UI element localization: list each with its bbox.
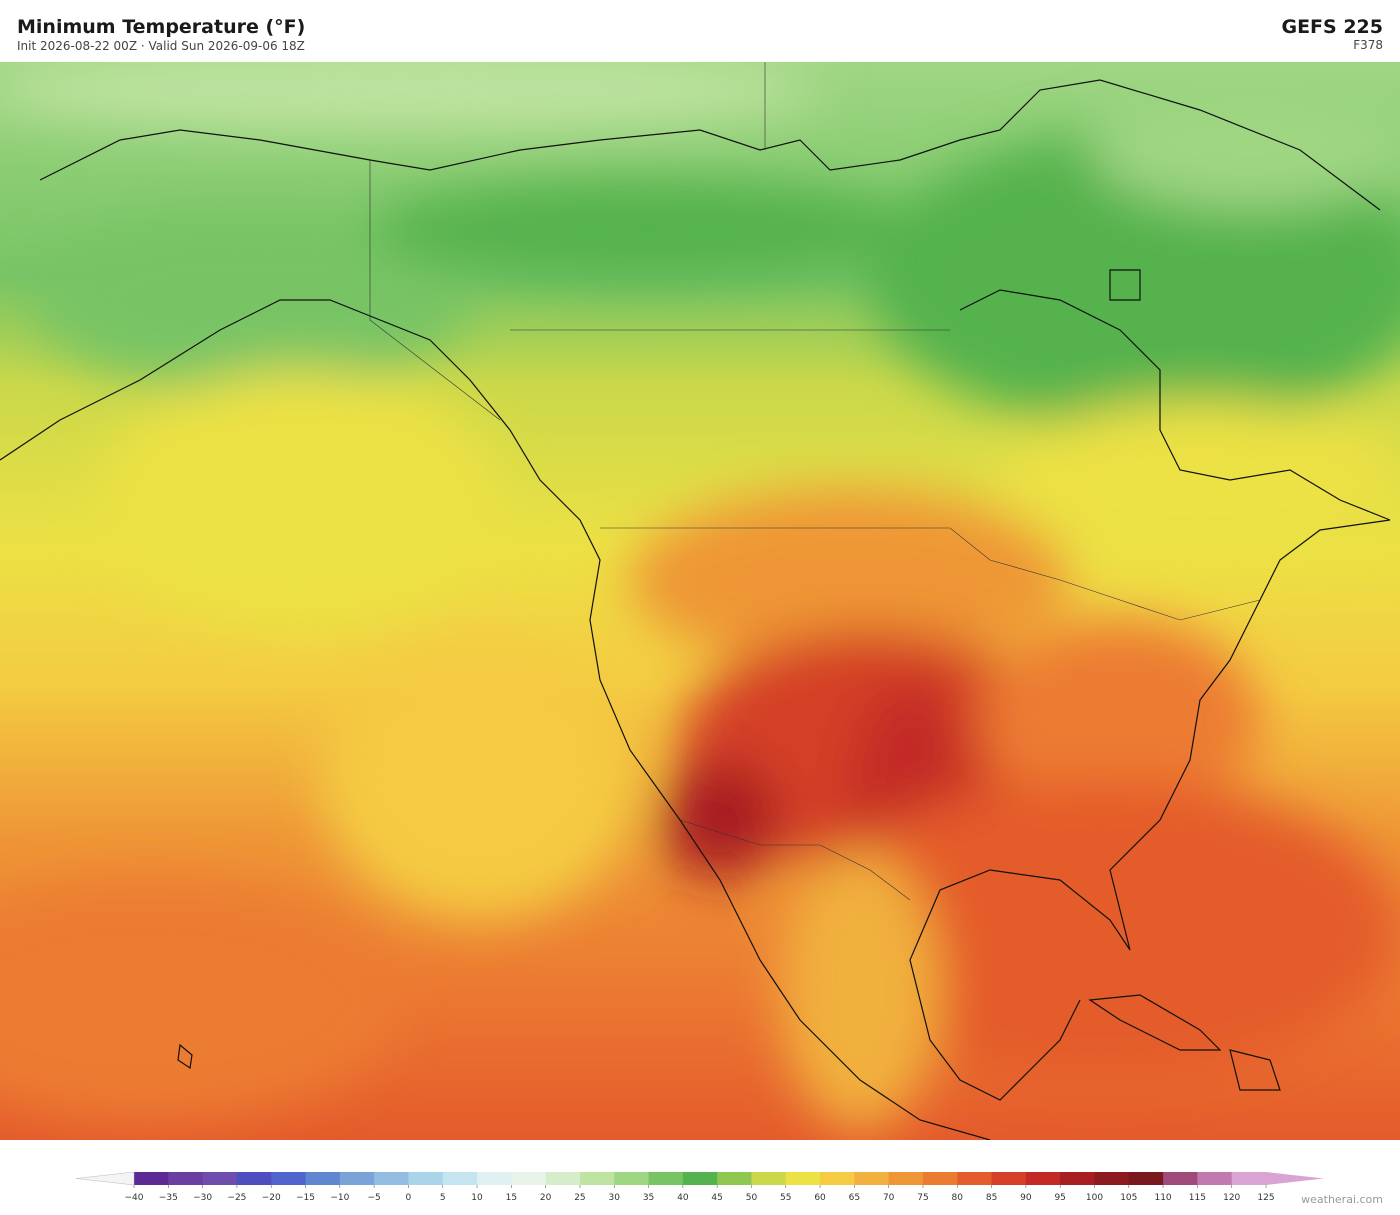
colorbar-tick-label: −20 (262, 1193, 281, 1203)
colorbar-segment (134, 1172, 169, 1185)
colorbar-tick-label: 0 (406, 1193, 412, 1203)
colorbar-segment (957, 1172, 993, 1185)
colorbar-segment (1094, 1172, 1130, 1185)
colorbar-segment (374, 1172, 409, 1185)
colorbar-segment (1163, 1172, 1198, 1185)
colorbar-segment (442, 1172, 478, 1185)
credit: weatherai.com (1301, 1193, 1383, 1206)
model-label: GEFS 225 (1281, 16, 1383, 38)
colorbar-tick-label: 30 (609, 1193, 621, 1203)
colorbar-segment (785, 1172, 821, 1185)
colorbar-segment (202, 1172, 238, 1185)
colorbar-tick-label: 50 (746, 1193, 758, 1203)
colorbar-segment (922, 1172, 958, 1185)
colorbar-tick-label: 35 (643, 1193, 654, 1203)
colorbar-tick-label: 85 (986, 1193, 997, 1203)
colorbar-tick-label: 80 (952, 1193, 964, 1203)
colorbar-segment (477, 1172, 512, 1185)
colorbar-tick-label: 40 (677, 1193, 689, 1203)
colorbar-segment (339, 1172, 375, 1185)
colorbar-tick-label: 95 (1054, 1193, 1065, 1203)
colorbar-tick-label: 45 (711, 1193, 722, 1203)
colorbar-segment (236, 1172, 272, 1185)
colorbar-tick-label: −10 (330, 1193, 349, 1203)
colorbar-tick-label: 60 (814, 1193, 826, 1203)
colorbar-segment (579, 1172, 615, 1185)
map-subtitle: Init 2026-08-22 00Z · Valid Sun 2026-09-… (17, 39, 305, 53)
colorbar-tick-label: 70 (883, 1193, 895, 1203)
colorbar-segment (1025, 1172, 1061, 1185)
colorbar-segment (717, 1172, 752, 1185)
colorbar-tick-label: 15 (506, 1193, 517, 1203)
colorbar-segment (1128, 1172, 1164, 1185)
colorbar-segment (545, 1172, 581, 1185)
colorbar-tick-label: 100 (1086, 1193, 1103, 1203)
colorbar-tick-label: 55 (780, 1193, 791, 1203)
colorbar-tick-label: 20 (540, 1193, 552, 1203)
colorbar-segment (1060, 1172, 1095, 1185)
colorbar-tick-label: 110 (1154, 1193, 1171, 1203)
colorbar-tick-label: 105 (1120, 1193, 1137, 1203)
colorbar-tick-label: 5 (440, 1193, 446, 1203)
colorbar-segment (751, 1172, 787, 1185)
colorbar-tick-label: −30 (193, 1193, 212, 1203)
map-title: Minimum Temperature (°F) (17, 16, 306, 38)
borders (369, 62, 1261, 901)
colorbar-segment (820, 1172, 855, 1185)
colorbar-segment (1231, 1172, 1267, 1185)
colorbar-segment (305, 1172, 341, 1185)
colorbar-tick-label: 10 (471, 1193, 483, 1203)
colorbar-tick-label: −35 (159, 1193, 178, 1203)
colorbar-segment (271, 1172, 307, 1185)
colorbar-tick-label: 65 (849, 1193, 860, 1203)
colorbar-segment (854, 1172, 890, 1185)
colorbar-segment (168, 1172, 204, 1185)
colorbar-segment (408, 1172, 444, 1185)
colorbar-tick-label: −25 (227, 1193, 246, 1203)
colorbar-tick-label: −5 (367, 1193, 380, 1203)
forecast-hour: F378 (1353, 38, 1383, 52)
temperature-field (0, 62, 1400, 1140)
colorbar-under (75, 1171, 135, 1186)
colorbar-segment (991, 1172, 1027, 1185)
colorbar-segment (648, 1172, 684, 1185)
colorbar-tick-label: 120 (1223, 1193, 1240, 1203)
coastlines (0, 79, 1391, 1140)
colorbar-over (1266, 1172, 1324, 1185)
colorbar-tick-label: 125 (1257, 1193, 1274, 1203)
colorbar-segment (888, 1172, 924, 1185)
colorbar: −40 −35 −30 −25 −20 −15 −10 −5 0 5 10 15 20 25 30 35 40 4… (75, 1171, 1324, 1203)
colorbar-tick-label: −15 (296, 1193, 315, 1203)
colorbar-segment (682, 1172, 718, 1185)
colorbar-segment (614, 1172, 650, 1185)
colorbar-tick-label: 115 (1189, 1193, 1206, 1203)
colorbar-segment (1197, 1172, 1233, 1185)
colorbar-tick-label: 75 (917, 1193, 928, 1203)
colorbar-tick-label: −40 (125, 1193, 144, 1203)
colorbar-tick-label: 25 (574, 1193, 585, 1203)
colorbar-tick-label: 90 (1020, 1193, 1032, 1203)
colorbar-segment (511, 1172, 547, 1185)
